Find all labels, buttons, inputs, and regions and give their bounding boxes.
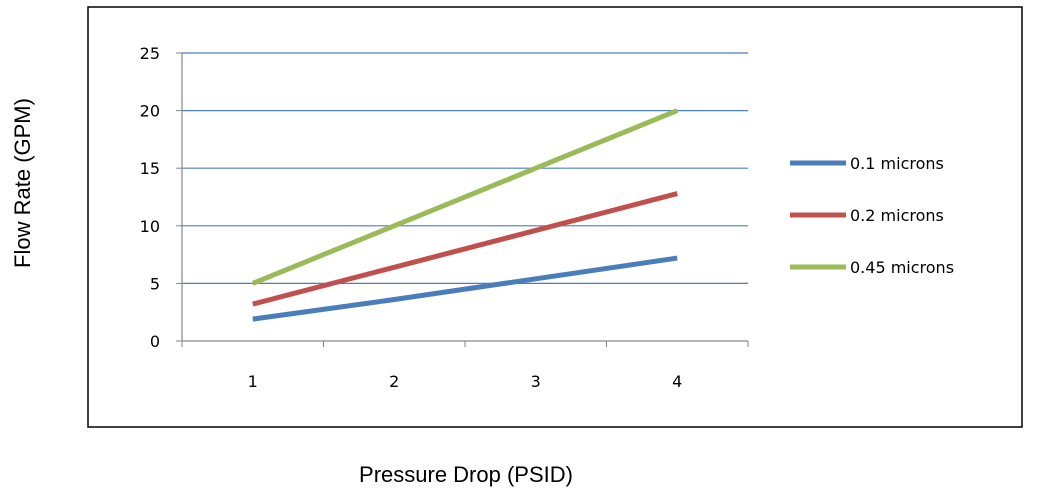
gridlines bbox=[182, 52, 748, 284]
y-tick-label: 15 bbox=[140, 159, 160, 178]
y-tick-label: 20 bbox=[140, 102, 160, 121]
y-tick-label: 0 bbox=[150, 332, 160, 351]
axes bbox=[176, 52, 749, 347]
series-lines bbox=[251, 108, 679, 322]
y-tick-label: 25 bbox=[140, 44, 160, 63]
chart-frame bbox=[87, 6, 1023, 428]
x-tick-label: 4 bbox=[672, 372, 682, 391]
legend: 0.1 microns 0.2 microns 0.45 microns bbox=[790, 154, 954, 277]
series-line-2 bbox=[252, 191, 678, 307]
legend-label-2: 0.2 microns bbox=[850, 206, 944, 225]
y-tick-label: 5 bbox=[150, 274, 160, 293]
x-axis-title: Pressure Drop (PSID) bbox=[359, 462, 573, 487]
x-tick-label: 2 bbox=[389, 372, 399, 391]
y-tick-labels: 0 5 10 15 20 25 bbox=[140, 44, 160, 351]
x-tick-labels: 1 2 3 4 bbox=[248, 372, 683, 391]
x-tick-label: 3 bbox=[531, 372, 541, 391]
series-line-3 bbox=[251, 108, 679, 286]
legend-label-1: 0.1 microns bbox=[850, 154, 944, 173]
y-axis-title: Flow Rate (GPM) bbox=[10, 98, 35, 268]
y-tick-label: 10 bbox=[140, 217, 160, 236]
legend-label-3: 0.45 microns bbox=[850, 258, 954, 277]
series-line-1 bbox=[252, 255, 678, 322]
x-tick-label: 1 bbox=[248, 372, 258, 391]
